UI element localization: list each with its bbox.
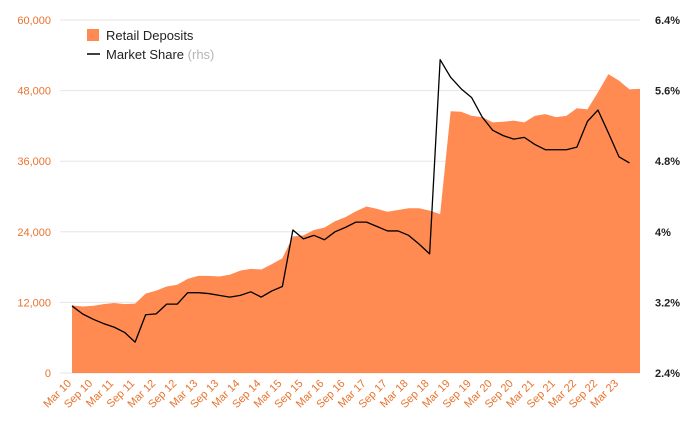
market-share-line — [71, 59, 630, 343]
left-axis-tick-label: 60,000 — [17, 15, 51, 27]
right-axis-tick-label: 5.6% — [655, 86, 680, 98]
left-axis: 0 12,000 24,000 36,000 48,000 60,000 — [17, 15, 51, 380]
left-axis-tick-label: 24,000 — [17, 227, 51, 239]
left-axis-tick-label: 36,000 — [17, 156, 51, 168]
right-axis-tick-label: 4% — [655, 227, 671, 239]
right-axis-tick-label: 6.4% — [655, 15, 680, 27]
retail-deposits-area — [72, 74, 640, 373]
legend-label-market-share-name: Market Share — [106, 47, 184, 62]
legend: Retail Deposits Market Share (rhs) — [87, 28, 214, 62]
legend-label-retail-deposits: Retail Deposits — [106, 28, 194, 43]
left-axis-tick-label: 0 — [45, 368, 51, 380]
line-layer — [71, 59, 630, 343]
area-layer — [72, 74, 640, 373]
right-axis: 2.4% 3.2% 4% 4.8% 5.6% 6.4% — [655, 15, 680, 380]
legend-label-market-share: Market Share (rhs) — [106, 47, 214, 62]
legend-swatch-retail-deposits — [87, 29, 99, 41]
left-axis-tick-label: 12,000 — [17, 297, 51, 309]
right-axis-tick-label: 3.2% — [655, 297, 680, 309]
left-axis-tick-label: 48,000 — [17, 86, 51, 98]
legend-label-rhs-suffix: (rhs) — [184, 47, 214, 62]
right-axis-tick-label: 4.8% — [655, 156, 680, 168]
right-axis-tick-label: 2.4% — [655, 368, 680, 380]
